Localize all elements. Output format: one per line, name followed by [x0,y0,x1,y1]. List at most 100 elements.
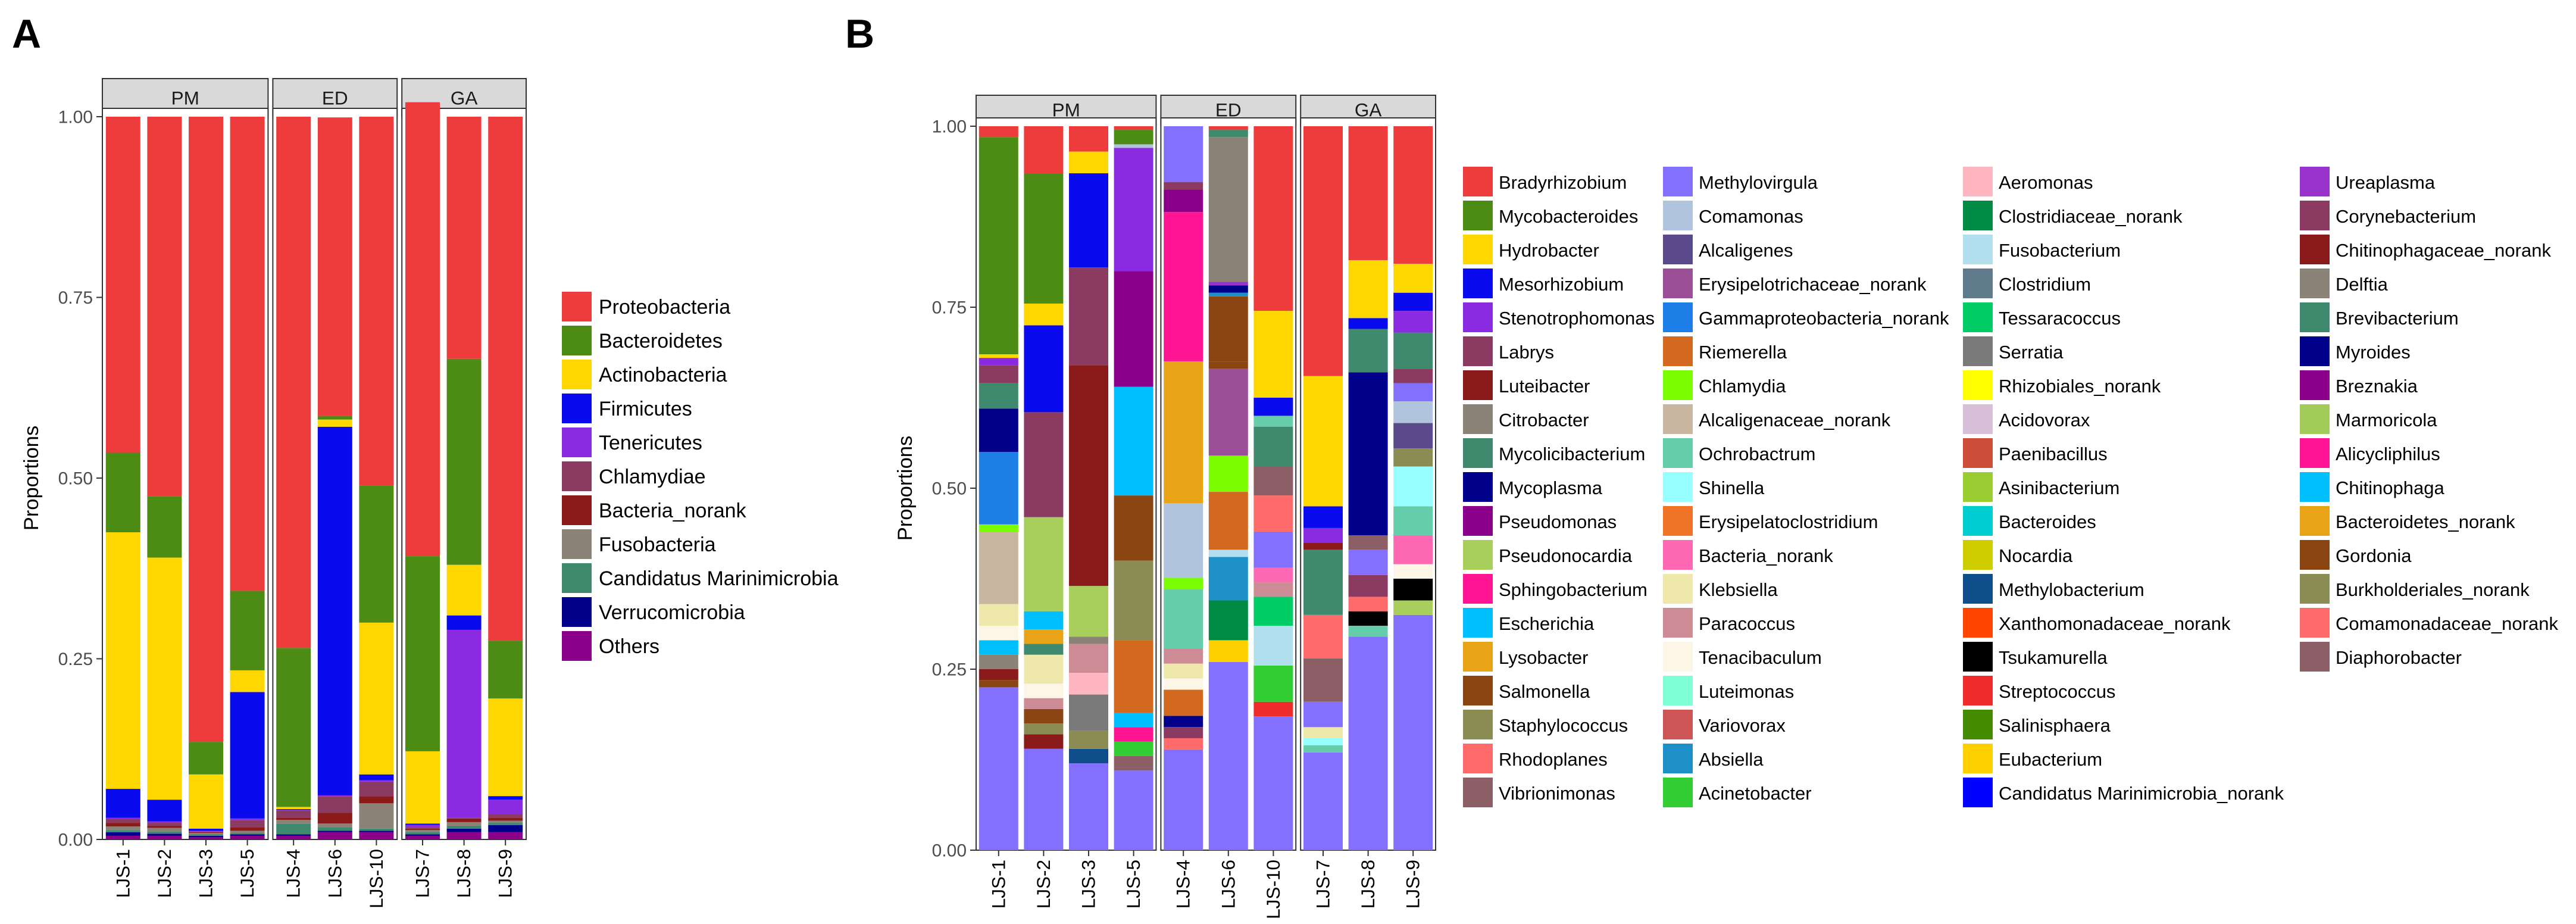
bar-segment-ljs-4-methylovirgula [1164,126,1203,183]
legend-label-labrys: Labrys [1499,342,1554,363]
legend-swatch-vibrionimonas [1463,778,1493,807]
legend-swatch-luteibacter [1463,370,1493,400]
x-tick-label-ljs-1: LJS-1 [112,849,133,898]
bar-segment-ljs-10-candidatus-marinimicrobia [359,828,394,831]
legend-swatch-fusobacteria [562,529,592,559]
bar-segment-ljs-9-methylovirgula [1393,383,1433,402]
legend-label-comamonas: Comamonas [1699,206,1803,227]
bar-segment-ljs-9-shinella [1393,466,1433,507]
legend-label-chlamydiae: Chlamydiae [599,466,706,488]
legend-label-hydrobacter: Hydrobacter [1499,240,1599,261]
bar-segment-ljs-8-tenericutes [446,629,482,818]
bar-segment-ljs-8-others [446,832,482,839]
bar-segment-ljs-3-bacteria-norank [189,832,223,834]
bar-segment-ljs-8-brevibacterium [1348,329,1388,373]
legend-label-others: Others [599,635,659,658]
bar-segment-ljs-7-bradyrhizobium [1303,126,1343,376]
bar-segment-ljs-8-mycoplasma [1348,372,1388,536]
y-tick-label: 0.25 [58,650,93,669]
bar-segment-ljs-6-ureaplasma [1208,282,1248,286]
bar-segment-ljs-8-verrucomicrobia [446,828,482,832]
bar-segment-ljs-10-tenericutes [359,780,394,782]
bar-segment-ljs-1-citrobacter [978,654,1018,669]
legend-label-firmicutes: Firmicutes [599,398,692,420]
panel-b-chart: Proportions 0.00 0.25 0.50 0.75 1.00 PM LJS-1 LJ… [894,95,1436,919]
legend-swatch-mycobacteroides [1463,201,1493,230]
legend-label-erysipelatoclostridium: Erysipelatoclostridium [1699,511,1878,532]
legend-label-bacteria-norank: Bacteria_norank [599,500,747,522]
bar-segment-ljs-2-others [1024,748,1064,850]
bar-segment-ljs-4-mycoplasma [1164,716,1203,728]
bar-segment-ljs-6-erysipelotrichaceae-norank [1208,369,1248,456]
bar-segment-ljs-4-chlamydia [1164,578,1203,589]
legend-swatch-klebsiella [1663,574,1693,604]
x-tick-label-ljs-8: LJS-8 [1357,860,1378,909]
bar-segment-ljs-1-luteibacter [978,669,1018,680]
legend-swatch-bacteroidetes [562,326,592,355]
legend-label-burkholderiales-norank: Burkholderiales_norank [2336,579,2530,600]
bar-segment-ljs-4-rhodoplanes [1164,738,1203,750]
legend-swatch-candidatus-marinimicrobia [562,563,592,593]
x-tick-label-ljs-4: LJS-4 [1173,860,1194,909]
legend-swatch-lysobacter [1463,642,1493,672]
bar-segment-ljs-10-rhodoplanes [1253,495,1293,532]
bar-segment-ljs-3-firmicutes [189,828,223,831]
bar-segment-ljs-6-citrobacter [1208,137,1248,282]
legend-swatch-absiella [1663,744,1693,773]
legend-swatch-methylobacterium [1963,574,1993,604]
bar-segment-ljs-9-alcaligenes [1393,423,1433,449]
y-tick-label: 0.75 [932,298,967,318]
bar-segment-ljs-8-chlamydiae [446,817,482,819]
facet-label-ed: ED [1215,99,1242,120]
bar-segment-ljs-9-actinobacteria [488,698,523,797]
legend-label-diaphorobacter: Diaphorobacter [2336,647,2462,668]
bar-segment-ljs-1-verrucomicrobia [105,832,140,836]
bar-segment-ljs-10-bacteria-norank [1253,567,1293,583]
legend-label-mycoplasma: Mycoplasma [1499,477,1603,498]
bar-segment-ljs-6-candidatus-marinimicrobia [317,827,352,831]
panel-a-legend: Proteobacteria Bacteroidetes Actinobacteri… [562,292,839,661]
bar-segment-ljs-1-mycolicibacterium [978,383,1018,409]
bar-segment-ljs-2-lysobacter [1024,629,1064,644]
bar-segment-ljs-4-verrucomicrobia [276,834,311,836]
x-tick-label-ljs-6: LJS-6 [324,849,345,898]
bar-segment-ljs-8-rhodoplanes [1348,597,1388,611]
legend-label-salinisphaera: Salinisphaera [1999,715,2111,736]
x-tick-label-ljs-7: LJS-7 [412,849,433,898]
bar-segment-ljs-6-firmicutes [317,426,352,795]
legend-swatch-bacteroides [1963,506,1993,536]
bar-segment-ljs-5-comamonas [1114,144,1153,148]
bar-segment-ljs-1-chlamydia [978,524,1018,532]
bar-segment-ljs-9-fusobacteria [488,820,523,823]
bar-segment-ljs-6-fusobacteria [317,823,352,828]
bar-segment-ljs-6-riemerella [1208,492,1248,550]
legend-swatch-stenotrophomonas [1463,302,1493,332]
legend-swatch-tessaracoccus [1963,302,1993,332]
bar-segment-ljs-5-others [1114,770,1153,850]
legend-label-chitinophaga: Chitinophaga [2336,477,2444,498]
bar-segment-ljs-3-others [1069,763,1108,850]
bar-segment-ljs-3-paracoccus [1069,644,1108,673]
legend-swatch-delftia [2300,269,2330,298]
bar-segment-ljs-10-others [359,832,394,839]
bar-segment-ljs-8-actinobacteria [446,564,482,616]
bar-segment-ljs-7-rhodoplanes [1303,614,1343,658]
bar-segment-ljs-4-ochrobactrum [1164,589,1203,649]
bar-segment-ljs-2-firmicutes [147,800,182,822]
bar-segment-ljs-7-bacteroidetes [405,556,440,751]
x-tick-label-ljs-8: LJS-8 [453,849,474,898]
bar-segment-ljs-2-luteibacter [1024,734,1064,749]
legend-label-escherichia: Escherichia [1499,613,1595,634]
bar-segment-ljs-1-others [978,687,1018,850]
legend-label-verrucomicrobia: Verrucomicrobia [599,601,745,624]
bar-segment-ljs-2-escherichia [1024,611,1064,630]
bar-segment-ljs-1-mycobacteroides [978,137,1018,355]
legend-swatch-diaphorobacter [2300,642,2330,672]
legend-label-pseudomonas: Pseudomonas [1499,511,1617,532]
bar-segment-ljs-10-fusobacterium [1253,626,1293,666]
legend-label-fusobacteria: Fusobacteria [599,533,716,556]
legend-label-mycolicibacterium: Mycolicibacterium [1499,444,1645,464]
legend-label-pseudonocardia: Pseudonocardia [1499,545,1633,566]
bar-segment-ljs-4-methylovirgula [1164,749,1203,850]
bar-segment-ljs-7-fusobacteria [405,830,440,832]
